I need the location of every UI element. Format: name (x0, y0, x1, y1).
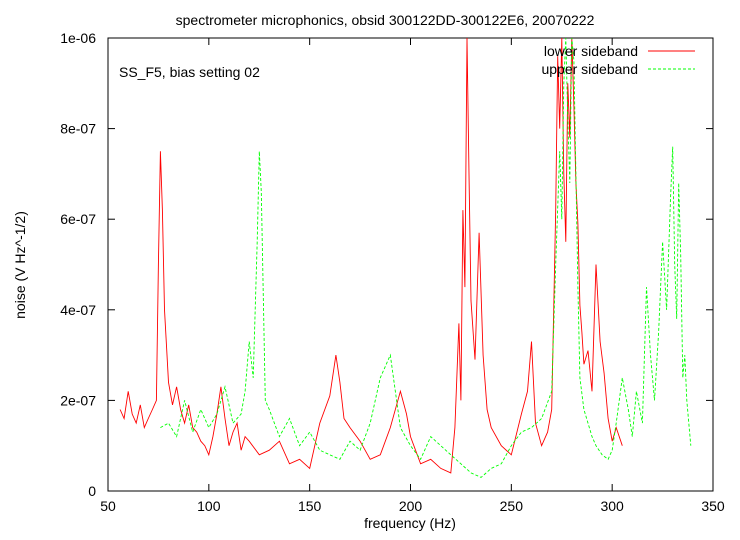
chart-title: spectrometer microphonics, obsid 300122D… (176, 12, 595, 28)
y-tick-label: 0 (88, 483, 96, 499)
x-tick-label: 250 (500, 498, 524, 514)
plot-area: 50 100 150 200 250 300 350 0 2e-07 4e-07 6e-07 8e-0… (60, 30, 725, 514)
x-tick-label: 150 (298, 498, 322, 514)
x-tick-label: 350 (701, 498, 725, 514)
y-tick-label: 1e-06 (60, 30, 96, 46)
series-line-lower-sideband (119, 38, 623, 474)
x-axis-label: frequency (Hz) (364, 515, 456, 531)
plot-frame (107, 37, 714, 492)
chart-annotation: SS_F5, bias setting 02 (119, 64, 260, 80)
y-tick-label: 2e-07 (60, 392, 96, 408)
y-tick-label: 4e-07 (60, 302, 96, 318)
x-tick-label: 100 (197, 498, 221, 514)
legend: lower sideband upper sideband (541, 43, 695, 77)
x-tick-label: 200 (399, 498, 423, 514)
legend-label: upper sideband (541, 61, 638, 77)
y-tick-label: 8e-07 (60, 121, 96, 137)
y-tick-label: 6e-07 (60, 211, 96, 227)
x-tick-label: 300 (600, 498, 624, 514)
legend-label: lower sideband (544, 43, 638, 59)
series-line-upper-sideband (160, 38, 692, 478)
y-axis-label: noise (V Hz^-1/2) (12, 211, 28, 319)
x-tick-label: 50 (100, 498, 116, 514)
